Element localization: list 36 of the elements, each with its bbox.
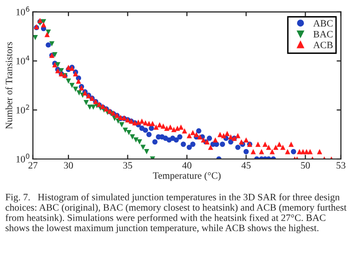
point <box>69 82 75 88</box>
point <box>87 104 92 110</box>
caption: Fig. 7. Histogram of simulated junction temperatures in the 3D SAR for three design choices: ABC (original), BAC (memory closest to heatsink) and ACB (memory furthest from heatsink). Simulations were performed with the heatsink fixed at 27°C. BAC shows the lowest maximum junction temperature, while ACB shows the highest. <box>6 193 346 234</box>
y-tick-label: 10$^{0}$ <box>16 154 30 162</box>
x-tick-label: 30 <box>64 162 73 169</box>
legend-label: ABC <box>313 20 333 27</box>
y-axis-title: Number of Transistors <box>5 42 12 129</box>
legend-label: BAC <box>313 30 333 38</box>
point <box>32 34 38 40</box>
point <box>122 128 128 133</box>
x-tick-label: 40 <box>182 162 192 169</box>
legend-label: ACB <box>313 42 333 48</box>
point <box>52 52 58 58</box>
y-tick-label: 10$^{2}$ <box>16 104 30 114</box>
x-tick-label: 27 <box>28 162 38 169</box>
point <box>46 30 51 35</box>
y-tick-label: 10$^{6}$ <box>16 6 30 16</box>
point <box>133 137 139 143</box>
point <box>130 134 136 140</box>
x-tick-label: 53 <box>336 162 346 169</box>
point <box>119 122 124 128</box>
point <box>84 100 89 106</box>
y-tick-label: 10$^{4}$ <box>16 56 30 64</box>
x-tick-label: 45 <box>241 162 251 169</box>
point <box>144 149 150 154</box>
x-axis-title: Temperature (°C) <box>152 172 221 181</box>
point <box>136 139 142 144</box>
x-tick-label: 50 <box>301 162 310 169</box>
point <box>72 86 78 92</box>
point <box>55 62 60 68</box>
point <box>140 144 146 150</box>
point <box>49 41 54 46</box>
point <box>126 130 132 136</box>
x-tick-label: 35 <box>123 162 132 169</box>
point <box>66 78 72 84</box>
point <box>90 104 96 110</box>
